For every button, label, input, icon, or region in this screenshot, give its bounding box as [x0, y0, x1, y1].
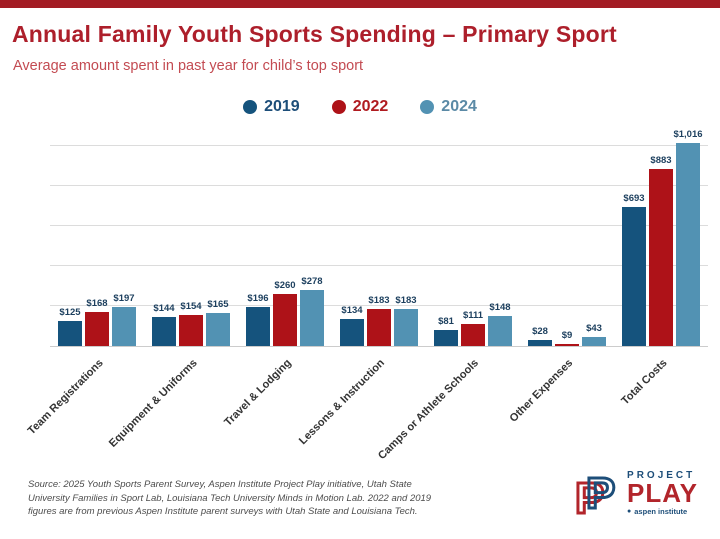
- bar-2024: $197: [112, 293, 136, 346]
- bar-group: $81 $111 $148: [426, 135, 520, 346]
- top-accent-strip: [0, 0, 720, 8]
- source-line: University Families in Sport Lab, Louisi…: [28, 492, 432, 504]
- bar-value-label: $43: [586, 323, 602, 335]
- bar-value-label: $125: [59, 307, 81, 318]
- bar-value-label: $165: [207, 299, 229, 310]
- gridline: [50, 265, 708, 266]
- bar-value-label: $693: [623, 193, 645, 205]
- category-label: Other Expenses: [507, 357, 576, 425]
- bar-value-label: $168: [86, 298, 108, 310]
- category-label: Camps or Athlete Schools: [376, 357, 482, 463]
- bar-chart: $125 $168 $197 $144 $154 $165 $196 $260 $278 $134…: [25, 129, 708, 472]
- bar-2019: $134: [340, 305, 364, 346]
- chart-legend: 2019 2022 2024: [0, 98, 720, 116]
- legend-dot-icon: [331, 100, 346, 114]
- bar-value-label: $154: [180, 301, 202, 313]
- bar-value-label: $183: [368, 295, 390, 307]
- logo-play-label: PLAY: [627, 478, 698, 508]
- bar-2024: $278: [300, 276, 324, 346]
- logo-tagline: ● aspen institute: [627, 507, 698, 516]
- logo-project-label: PROJECT: [627, 470, 696, 481]
- svg-text:P: P: [586, 469, 615, 518]
- bar-2022: $260: [273, 280, 297, 346]
- bar-2019: $81: [434, 316, 458, 346]
- legend-label: 2024: [441, 98, 477, 115]
- bar-value-label: $260: [274, 280, 296, 291]
- plot-area: $125 $168 $197 $144 $154 $165 $196 $260 $278 $134…: [50, 129, 708, 347]
- bar-group: $125 $168 $197: [50, 135, 144, 346]
- source-note: Source: 2025 Youth Sports Parent Survey,…: [28, 478, 431, 519]
- bar-2024: $1,016: [673, 129, 703, 346]
- category-label: Team Registrations: [25, 357, 106, 438]
- legend-label: 2022: [352, 98, 389, 115]
- page-subtitle: Average amount spent in past year for ch…: [13, 58, 364, 74]
- bar-2019: $144: [152, 303, 176, 346]
- category-label: Total Costs: [619, 357, 670, 408]
- gridline: [50, 185, 708, 186]
- legend-item-2019: 2019: [243, 98, 300, 116]
- bar-value-label: $81: [438, 315, 454, 327]
- bar-2024: $183: [394, 295, 418, 346]
- gridline: [50, 145, 708, 146]
- gridline: [50, 305, 708, 306]
- bar-value-label: $28: [532, 326, 548, 338]
- bar-value-label: $883: [650, 155, 672, 167]
- bar-groups: $125 $168 $197 $144 $154 $165 $196 $260 $278 $134…: [50, 129, 708, 346]
- bar-2019: $693: [622, 193, 646, 346]
- source-line: figures are from previous Aspen Institut…: [28, 506, 418, 517]
- bar-value-label: $134: [341, 305, 363, 317]
- logo-tagline-label: aspen institute: [634, 507, 688, 516]
- category-label: Lessons & Instruction: [297, 357, 388, 448]
- legend-item-2022: 2022: [331, 98, 389, 116]
- bar-2022: $154: [179, 301, 203, 346]
- bar-value-label: $197: [113, 292, 135, 304]
- bar-value-label: $111: [462, 309, 484, 321]
- bar-2022: $183: [367, 295, 391, 346]
- legend-item-2024: 2024: [420, 98, 477, 116]
- bar-value-label: $144: [153, 303, 175, 315]
- bar-value-label: $278: [301, 276, 323, 288]
- bar-2024: $43: [582, 323, 606, 346]
- bar-value-label: $183: [395, 295, 417, 307]
- bar-2022: $168: [85, 298, 109, 346]
- bar-2022: $883: [649, 155, 673, 346]
- category-label: Equipment & Uniforms: [106, 357, 200, 450]
- svg-text:P: P: [575, 474, 604, 520]
- bar-2022: $111: [461, 310, 485, 346]
- category-axis: Team Registrations Equipment & Uniforms Tr…: [25, 347, 708, 472]
- legend-label: 2019: [264, 98, 300, 115]
- gridline: [50, 225, 708, 226]
- page-title: Annual Family Youth Sports Spending – Pr…: [12, 21, 617, 47]
- legend-dot-icon: [420, 100, 435, 114]
- project-play-logo: P P PROJECT PLAY ● aspen institute: [574, 466, 698, 521]
- bar-group: $196 $260 $278: [238, 135, 332, 346]
- project-play-mark-icon: P P: [574, 468, 617, 521]
- bar-2019: $125: [58, 307, 82, 346]
- bar-2022: $9: [555, 330, 579, 346]
- logo-text: PROJECT PLAY ● aspen institute: [627, 470, 698, 516]
- bar-2024: $165: [206, 299, 230, 346]
- bar-value-label: $9: [561, 330, 573, 342]
- bar-group: $28 $9 $43: [520, 135, 614, 346]
- bar-2024: $148: [488, 302, 512, 346]
- bar-2019: $196: [246, 293, 270, 346]
- source-line: Source: 2025 Youth Sports Parent Survey,…: [28, 479, 412, 490]
- bar-group: $144 $154 $165: [144, 135, 238, 346]
- bar-value-label: $196: [247, 292, 269, 304]
- legend-dot-icon: [243, 100, 258, 114]
- bar-group: $134 $183 $183: [332, 135, 426, 346]
- bar-group: $693 $883 $1,016: [614, 129, 708, 346]
- bar-value-label: $148: [489, 302, 511, 314]
- bar-2019: $28: [528, 326, 552, 346]
- category-label: Travel & Lodging: [221, 357, 294, 429]
- bar-value-label: $1,016: [673, 128, 703, 140]
- aspen-leaf-icon: ●: [627, 508, 632, 515]
